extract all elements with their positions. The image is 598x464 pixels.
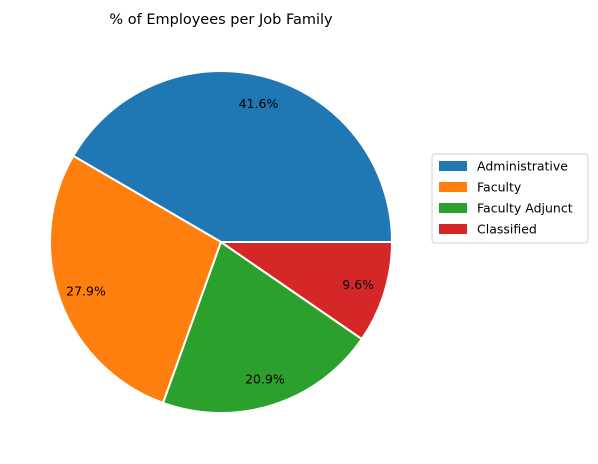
- chart-title: % of Employees per Job Family: [109, 12, 333, 28]
- percent-labels: 41.6% 27.9% 20.9% 9.6%: [66, 96, 374, 386]
- pct-label-faculty-adjunct: 20.9%: [245, 371, 285, 386]
- pie-slice-faculty: [49, 154, 222, 404]
- legend-swatch-faculty: [439, 182, 467, 192]
- pie-slice-classified: [220, 241, 393, 340]
- legend-swatch-administrative: [439, 161, 467, 171]
- pie-slices: [49, 70, 393, 414]
- pie-slice-administrative: [72, 70, 393, 243]
- legend-swatch-classified: [439, 224, 467, 234]
- legend-swatch-faculty-adjunct: [439, 203, 467, 213]
- pie-slice-faculty-adjunct: [162, 241, 363, 414]
- legend-box: [431, 153, 589, 244]
- legend: Administrative Faculty Faculty Adjunct Clas…: [431, 153, 589, 244]
- legend-label-administrative: Administrative: [477, 159, 568, 174]
- legend-label-faculty: Faculty: [477, 180, 522, 195]
- legend-label-faculty-adjunct: Faculty Adjunct: [477, 201, 573, 216]
- legend-label-classified: Classified: [477, 222, 537, 237]
- pct-label-administrative: 41.6%: [239, 96, 279, 111]
- pct-label-faculty: 27.9%: [66, 284, 106, 299]
- pct-label-classified: 9.6%: [342, 277, 374, 292]
